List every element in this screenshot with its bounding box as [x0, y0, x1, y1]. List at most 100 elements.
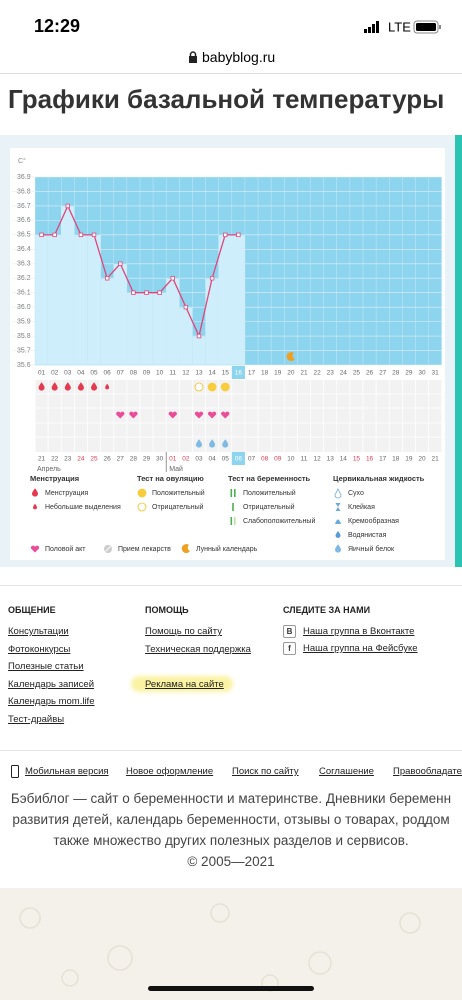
event-marker [194, 382, 204, 392]
y-tick-label: 36.7 [17, 203, 31, 210]
date-label: 29 [143, 456, 151, 463]
x-tick-label: 22 [313, 370, 321, 377]
legend-title: Менструация [30, 474, 79, 483]
y-tick-label: 35.9 [17, 318, 31, 325]
y-tick-label: 35.8 [17, 333, 31, 340]
legend-label: Положительный [243, 489, 296, 497]
footer-link[interactable]: Тест-драйвы [8, 713, 65, 725]
heart-icon [194, 411, 204, 419]
date-label: 08 [261, 456, 269, 463]
point [209, 276, 215, 281]
x-tick-label: 23 [327, 370, 335, 377]
social-link[interactable]: Наша группа в Вконтакте [303, 626, 415, 637]
x-tick-label: 08 [130, 370, 138, 377]
y-tick-label: 36.0 [17, 304, 31, 311]
drop-icon [51, 382, 58, 391]
test-line [234, 517, 236, 525]
date-label: 16 [366, 456, 374, 463]
circle-icon [137, 502, 147, 512]
date-label: 15 [353, 456, 361, 463]
date-label: 05 [222, 456, 230, 463]
date-label: 04 [209, 456, 217, 463]
x-tick-label: 16 [235, 370, 243, 377]
bottom-link[interactable]: Соглашение [319, 766, 374, 777]
sticky-icon [335, 503, 341, 511]
y-tick-label: 36.4 [17, 246, 31, 253]
x-tick-label: 07 [117, 370, 125, 377]
date-label: 03 [195, 456, 203, 463]
month-label: Май [169, 465, 183, 473]
footer-link[interactable]: Консультации [8, 626, 69, 637]
footer-link[interactable]: Полезные статьи [8, 661, 84, 672]
event-marker [168, 411, 177, 419]
x-tick-label: 11 [169, 370, 176, 377]
footer-link[interactable]: Календарь записей [8, 678, 95, 690]
heart-icon [116, 411, 125, 419]
footer-link[interactable]: Помощь по сайту [145, 626, 222, 637]
event-marker [194, 411, 204, 419]
event-marker [64, 382, 71, 391]
about-line: развития детей, календарь беременности, … [12, 812, 450, 827]
pattern-background [0, 888, 462, 1000]
legend-label: Лунный календарь [196, 545, 258, 553]
bottom-link[interactable]: Правообладател [393, 766, 462, 777]
temperature-line [41, 204, 239, 339]
event-marker [91, 382, 98, 391]
event-marker [222, 439, 229, 448]
drop-icon [64, 382, 71, 391]
point [65, 203, 70, 209]
lock-icon [189, 51, 197, 63]
date-label: 30 [156, 456, 164, 463]
point [144, 290, 149, 295]
point [52, 232, 57, 238]
x-tick-label: 26 [366, 370, 374, 377]
bottom-link[interactable]: Поиск по сайту [232, 766, 299, 777]
point [170, 276, 175, 281]
drop-icon [38, 382, 45, 391]
x-tick-label: 13 [195, 370, 203, 377]
page-title: Графики базальной температуры [8, 84, 445, 114]
point [183, 304, 189, 310]
x-tick-label: 30 [418, 370, 426, 377]
date-label: 21 [38, 456, 46, 463]
point [78, 232, 84, 238]
legend-label: Слабоположительный [243, 517, 315, 525]
bottom-link[interactable]: Мобильная версия [25, 766, 109, 777]
heart-icon [129, 411, 138, 419]
event-marker [116, 411, 125, 419]
drop-icon [196, 439, 202, 448]
heart-icon [221, 411, 230, 419]
bar [165, 277, 180, 366]
date-label: 21 [432, 456, 440, 463]
pill-mark [105, 546, 111, 552]
x-tick-label: 12 [182, 370, 190, 377]
legend-label: Менструация [45, 490, 88, 497]
x-tick-label: 20 [287, 370, 295, 377]
legend-label: Отрицательный [152, 503, 204, 511]
y-tick-label: 36.9 [17, 174, 31, 181]
url[interactable]: babyblog.ru [202, 49, 276, 65]
bottom-link[interactable]: Новое оформление [126, 766, 214, 777]
heart-icon [168, 411, 177, 419]
event-marker [129, 411, 138, 419]
moon-icon [286, 352, 295, 362]
bar [152, 292, 167, 366]
legend-label: Водянистая [348, 532, 387, 539]
event-marker [207, 411, 217, 419]
bar [126, 292, 141, 366]
legend-label: Клейкая [348, 503, 375, 511]
event-marker [196, 439, 202, 448]
footer-link[interactable]: Техническая поддержка [145, 643, 251, 655]
status-icons: LTE [364, 20, 441, 34]
footer-link[interactable]: Фотоконкурсы [8, 643, 71, 655]
footer-link[interactable]: Реклама на сайте [145, 678, 224, 690]
bar [205, 277, 219, 366]
date-label: 26 [104, 456, 112, 463]
drop-icon [77, 382, 84, 391]
x-tick-label: 01 [38, 370, 46, 377]
social-link[interactable]: Наша группа на Фейсбуке [303, 643, 418, 654]
network: LTE [388, 20, 411, 34]
footer-link[interactable]: Календарь mom.life [8, 696, 95, 707]
date-label: 01 [169, 456, 177, 463]
date-label: 09 [274, 456, 282, 463]
